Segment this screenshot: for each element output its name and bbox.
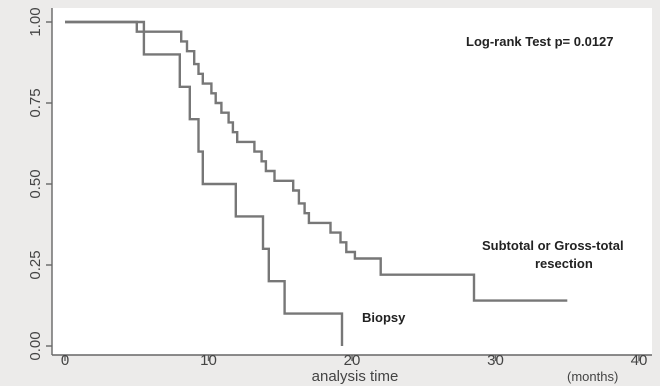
logrank-test-label: Log-rank Test p= 0.0127: [466, 34, 614, 49]
resection-label-line1: Subtotal or Gross-total: [482, 238, 624, 253]
x-axis-unit: (months): [567, 369, 618, 384]
resection-curve: [65, 20, 568, 302]
y-tick-label: 0.00: [27, 331, 44, 360]
survival-curves: [65, 20, 568, 346]
y-tick-label: 0.75: [27, 88, 44, 117]
y-tick-label: 1.00: [27, 7, 44, 36]
x-tick-label: 0: [61, 352, 69, 369]
plot-area: [52, 8, 652, 355]
axes: 0.00 0.25 0.50 0.75 1.00 0 10 20 30 40: [27, 7, 652, 369]
x-tick-label: 40: [631, 352, 648, 369]
biopsy-curve: [65, 20, 344, 346]
y-tick-label: 0.25: [27, 250, 44, 279]
x-tick-label: 10: [200, 352, 217, 369]
y-tick-label: 0.50: [27, 169, 44, 198]
x-tick-label: 20: [344, 352, 361, 369]
biopsy-label: Biopsy: [362, 310, 406, 325]
resection-label-line2: resection: [535, 256, 593, 271]
x-axis-title: analysis time: [312, 368, 399, 385]
x-tick-label: 30: [487, 352, 504, 369]
